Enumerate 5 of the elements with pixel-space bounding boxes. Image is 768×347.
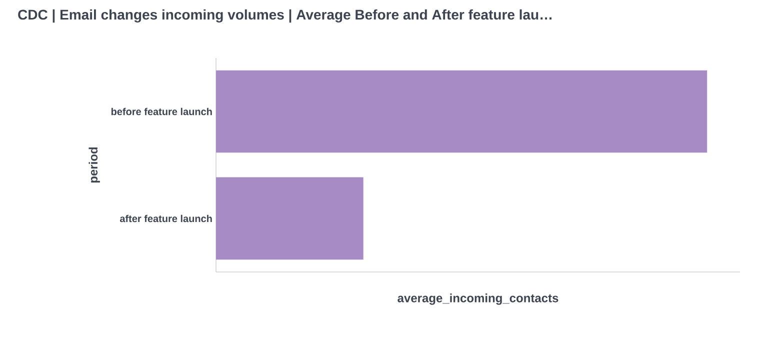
y-tick-label: after feature launch [120,214,212,222]
chart-title: CDC | Email changes incoming volumes | Average Before and After feature lau… [18,9,552,23]
x-axis-title: average_incoming_contacts [398,294,558,305]
y-axis-title: period [88,147,100,183]
y-tick-label: before feature launch [111,108,212,116]
